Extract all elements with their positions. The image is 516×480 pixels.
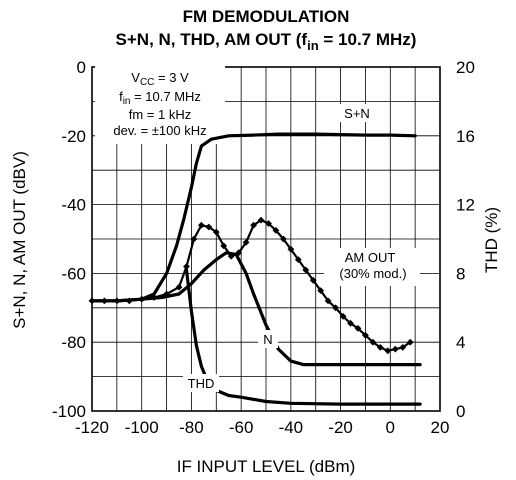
y-right-tick-label: 16 [456, 127, 475, 146]
am-out-marker [362, 331, 369, 339]
am-out-marker [280, 235, 287, 243]
y-left-tick-label: -40 [61, 196, 86, 215]
y-right-tick-label: 12 [456, 196, 475, 215]
label-am-line2: (30% mod.) [339, 266, 406, 281]
am-out-marker [205, 223, 213, 231]
am-out-marker [212, 228, 220, 236]
y-right-tick-label: 4 [456, 333, 465, 352]
am-out-marker [294, 256, 302, 263]
label-sn: S+N [344, 106, 370, 121]
y-right-tick-label: 8 [456, 264, 465, 283]
label-thd: THD [188, 376, 215, 391]
label-am-line1: AM OUT [345, 250, 396, 265]
am-out-marker [391, 345, 399, 353]
x-tick-label: -60 [229, 418, 254, 437]
am-out-marker [88, 297, 96, 305]
chart-title-line1: FM DEMODULATION [183, 7, 350, 26]
am-out-marker [227, 252, 235, 260]
am-out-marker [272, 227, 280, 234]
am-out-marker [347, 319, 354, 327]
am-out-marker [354, 325, 362, 332]
condition-vcc: VCC = 3 V [131, 70, 189, 88]
y-left-tick-label: -20 [61, 127, 86, 146]
condition-fm: fm = 1 kHz [129, 107, 192, 122]
series-lines [88, 132, 422, 406]
y-axis-label-right: THD (%) [482, 207, 501, 273]
x-axis-label: IF INPUT LEVEL (dBm) [177, 457, 356, 476]
x-tick-label: -40 [279, 418, 304, 437]
label-am-bg [324, 248, 420, 286]
x-tick-label: -80 [179, 418, 204, 437]
am-out-marker [250, 221, 257, 229]
label-thd-bg [183, 374, 219, 392]
am-out-marker [235, 249, 243, 257]
y-right-tick-labels: 20 16 12 8 4 0 [456, 58, 475, 421]
y-left-tick-label: 0 [77, 58, 86, 77]
y-left-tick-labels: 0 -20 -40 -60 -80 -100 [52, 58, 86, 421]
x-tick-label: -20 [328, 418, 353, 437]
label-n: N [263, 332, 272, 347]
am-out-marker [302, 266, 310, 274]
chart-title-line2: S+N, N, THD, AM OUT (fin = 10.7 MHz) [116, 30, 417, 53]
y-left-tick-label: -100 [52, 402, 86, 421]
condition-fin: fin = 10.7 MHz [119, 89, 201, 107]
am-out-marker [406, 338, 414, 346]
am-out-marker [324, 297, 332, 305]
am-out-marker [332, 304, 339, 312]
am-out-marker [150, 294, 158, 301]
label-sn-bg [336, 104, 378, 122]
am-out-marker [198, 221, 205, 229]
y-right-tick-label: 0 [456, 402, 465, 421]
x-tick-labels: -120 -100 -80 -60 -40 -20 0 20 [75, 418, 449, 437]
am-out-marker [257, 216, 265, 224]
am-out-marker [101, 297, 108, 305]
x-tick-label: -100 [125, 418, 159, 437]
y-left-tick-label: -80 [61, 333, 86, 352]
conditions-box-bg [95, 64, 225, 144]
am-out-marker [125, 297, 133, 305]
am-out-marker [242, 239, 250, 246]
am-out-marker [220, 242, 228, 250]
am-out-marker [265, 220, 272, 227]
x-tick-label: 20 [431, 418, 450, 437]
y-axis-label-left: S+N, N, AM OUT (dBV) [10, 151, 29, 329]
am-out-marker [376, 344, 384, 351]
y-left-tick-label: -60 [61, 264, 86, 283]
am-out-marker [190, 235, 198, 243]
series-line-s-n [90, 132, 417, 303]
condition-dev: dev. = ±100 kHz [113, 123, 206, 138]
am-out-marker [163, 290, 170, 298]
am-out-marker [113, 297, 121, 305]
am-out-marker [339, 313, 347, 320]
am-out-marker [384, 347, 392, 355]
plot-frame [91, 66, 441, 412]
x-tick-label: -120 [75, 418, 109, 437]
am-out-marker [287, 245, 295, 253]
x-tick-label: 0 [386, 418, 395, 437]
am-out-marker [183, 263, 190, 270]
y-right-tick-label: 20 [456, 58, 475, 77]
series-line-thd [184, 268, 422, 406]
label-n-bg [258, 330, 278, 348]
